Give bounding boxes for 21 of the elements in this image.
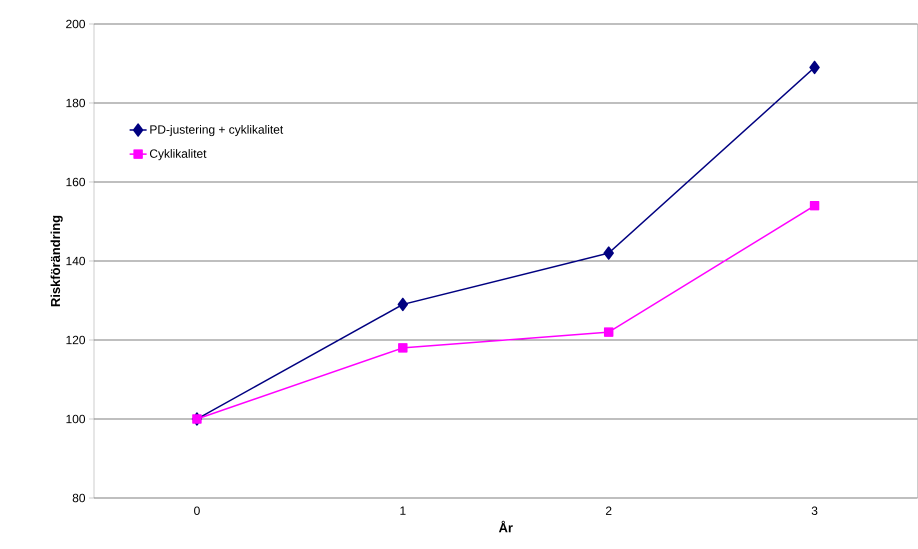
point xyxy=(810,200,820,210)
y-tick-label: 200 xyxy=(66,20,86,28)
legend-label: Cyklikalitet xyxy=(150,149,206,160)
y-tick-label: 120 xyxy=(66,336,86,344)
x-axis-title: År xyxy=(498,520,513,532)
point xyxy=(603,246,614,260)
y-tick-label: 160 xyxy=(66,178,86,186)
x-tick-label: 2 xyxy=(606,506,612,515)
y-tick-label: 80 xyxy=(72,494,86,502)
x-tick-label: 3 xyxy=(812,506,818,515)
y-tick-label: 140 xyxy=(66,256,86,266)
x-tick-label: 0 xyxy=(194,506,200,515)
legend-label: PD-justering + cyklikalitet xyxy=(150,124,284,136)
y-tick-label: 100 xyxy=(66,414,86,424)
point xyxy=(604,327,614,337)
point xyxy=(809,60,820,74)
y-tick-label: 180 xyxy=(66,98,86,108)
point xyxy=(398,343,408,353)
point xyxy=(398,298,408,312)
y-axis-title: Riskförändring xyxy=(50,216,63,306)
x-tick-label: 1 xyxy=(400,506,406,515)
